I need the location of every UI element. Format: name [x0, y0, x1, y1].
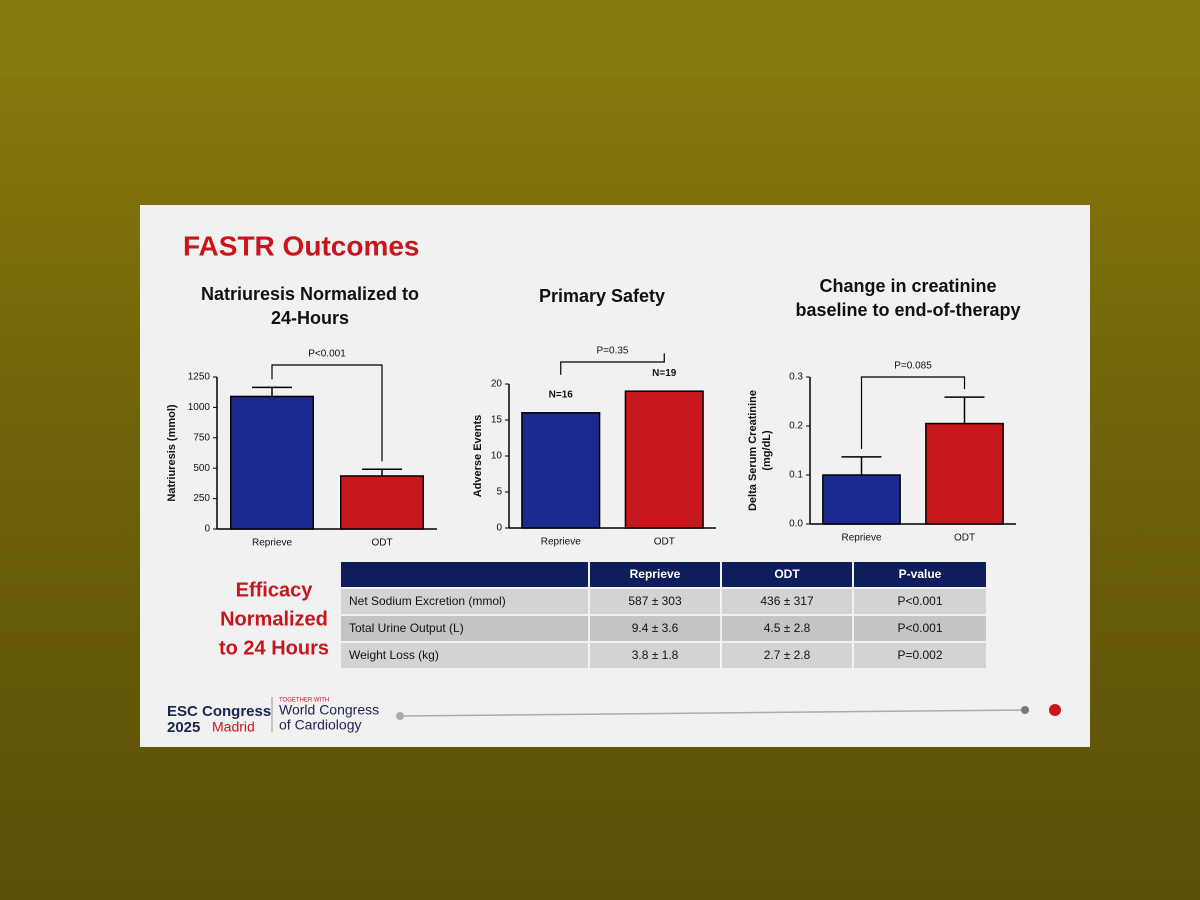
table-cell-text: 4.5 ± 2.8 — [764, 621, 811, 635]
bar — [822, 474, 901, 525]
table-cell — [341, 643, 588, 668]
y-tick-label: 15 — [491, 415, 503, 426]
footer-congress: ESC Congress — [167, 703, 271, 720]
chart-title: Primary Safety — [539, 286, 665, 306]
progress-dot — [1049, 704, 1061, 716]
y-tick-label: 0 — [496, 523, 502, 534]
chart-title: 24-Hours — [271, 308, 349, 328]
table-header-cell — [722, 562, 852, 587]
bar — [521, 412, 601, 529]
chart-title: Change in creatinine — [819, 276, 996, 296]
x-tick-label: ODT — [654, 537, 675, 548]
table-cell — [854, 589, 986, 614]
table-cell-text: 2.7 ± 2.8 — [764, 648, 811, 662]
table-cell — [590, 616, 720, 641]
significance-bracket — [271, 364, 383, 462]
table-cell — [590, 643, 720, 668]
table-header-cell — [854, 562, 986, 587]
p-value: P=0.085 — [894, 361, 932, 372]
y-tick-label: 250 — [193, 493, 210, 504]
table-cell — [341, 589, 588, 614]
significance-bracket — [860, 376, 966, 449]
bar — [230, 395, 314, 530]
value-label: N=19 — [652, 368, 677, 379]
slide-title: FASTR Outcomes — [183, 230, 419, 261]
table-header-cell — [590, 562, 720, 587]
progress-dot — [396, 712, 404, 720]
table-header-text: P-value — [899, 567, 942, 581]
footer-partner: of Cardiology — [279, 717, 362, 733]
side-label: Efficacy Normalized to 24 Hours — [219, 579, 329, 659]
p-value: P=0.35 — [597, 346, 629, 357]
y-tick-label: 0.2 — [789, 421, 803, 432]
table-cell-text: Net Sodium Excretion (mmol) — [349, 594, 506, 608]
x-tick-label: Reprieve — [841, 533, 881, 544]
x-tick-label: ODT — [371, 538, 392, 549]
y-axis-label: Delta Serum Creatinine — [747, 390, 759, 511]
table-cell-text: 436 ± 317 — [760, 594, 814, 608]
bar — [624, 390, 704, 529]
chart-title: Natriuresis Normalized to — [201, 284, 419, 304]
footer-partner: World Congress — [279, 702, 379, 718]
table-cell-text: P<0.001 — [897, 621, 942, 635]
bar — [925, 422, 1004, 525]
x-tick-label: Reprieve — [541, 537, 581, 548]
y-tick-label: 20 — [491, 379, 503, 390]
y-axis-label: Natriuresis (mmol) — [166, 404, 178, 502]
table-cell — [854, 616, 986, 641]
table-cell-text: 9.4 ± 3.6 — [632, 621, 679, 635]
y-tick-label: 0.3 — [789, 372, 803, 383]
table-cell — [854, 643, 986, 668]
side-label-line: Normalized — [220, 608, 328, 630]
table-cell — [590, 589, 720, 614]
table-header-cell — [341, 562, 588, 587]
progress-line — [399, 709, 1026, 717]
table-cell-text: P<0.001 — [897, 594, 942, 608]
y-tick-label: 1000 — [188, 402, 211, 413]
y-axis-label: (mg/dL) — [761, 430, 773, 471]
side-label-line: Efficacy — [236, 579, 314, 601]
table-cell-text: Weight Loss (kg) — [349, 648, 439, 662]
table-cell — [722, 643, 852, 668]
y-tick-label: 0.1 — [789, 470, 803, 481]
table-cell-text: Total Urine Output (L) — [349, 621, 464, 635]
progress-dot — [1021, 706, 1029, 714]
y-tick-label: 0.0 — [789, 519, 803, 530]
y-tick-label: 5 — [496, 487, 502, 498]
table-cell — [722, 616, 852, 641]
ceiling — [0, 0, 1200, 75]
x-tick-label: Reprieve — [252, 538, 292, 549]
y-tick-label: 1250 — [188, 372, 211, 383]
table-cell-text: 3.8 ± 1.8 — [632, 648, 679, 662]
footer-together: TOGETHER WITH — [279, 698, 329, 704]
y-axis-label: Adverse Events — [472, 415, 484, 498]
x-tick-label: ODT — [954, 533, 975, 544]
value-label: N=16 — [549, 389, 574, 400]
side-label-line: to 24 Hours — [219, 637, 329, 659]
footer-city: Madrid — [212, 719, 255, 735]
y-tick-label: 500 — [193, 463, 210, 474]
table-cell — [722, 589, 852, 614]
footer-year: 2025 — [167, 719, 200, 736]
chart-title: baseline to end-of-therapy — [795, 300, 1020, 320]
y-tick-label: 750 — [193, 432, 210, 443]
table-header-text: ODT — [774, 567, 800, 581]
table-cell-text: P=0.002 — [897, 648, 942, 662]
table-header-text: Reprieve — [630, 567, 681, 581]
table-cell — [341, 616, 588, 641]
table: Reprieve ODT P-value Net Sodium Excretion (… — [341, 562, 986, 668]
y-tick-label: 10 — [491, 451, 503, 462]
table-cell-text: 587 ± 303 — [628, 594, 682, 608]
p-value: P<0.001 — [308, 349, 346, 360]
significance-bracket — [560, 353, 665, 375]
bar — [340, 475, 424, 530]
y-tick-label: 0 — [204, 524, 210, 535]
